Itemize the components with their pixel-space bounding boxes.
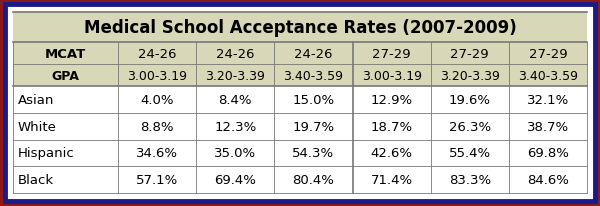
Bar (118, 166, 196, 193)
Text: 15.0%: 15.0% (292, 94, 334, 106)
Bar (509, 87, 587, 113)
Text: 19.7%: 19.7% (292, 120, 334, 133)
Text: 71.4%: 71.4% (371, 173, 413, 186)
Text: 80.4%: 80.4% (292, 173, 334, 186)
Bar (274, 43, 353, 65)
Bar (274, 65, 353, 87)
Bar (196, 65, 274, 87)
Text: 38.7%: 38.7% (527, 120, 569, 133)
Text: 54.3%: 54.3% (292, 147, 334, 160)
Text: 12.3%: 12.3% (214, 120, 256, 133)
Bar (431, 43, 509, 65)
Text: 42.6%: 42.6% (371, 147, 413, 160)
Text: 3.20-3.39: 3.20-3.39 (440, 69, 500, 82)
Bar (274, 140, 353, 166)
Bar (13, 13, 587, 43)
Bar (274, 166, 353, 193)
Bar (274, 87, 353, 113)
Text: 18.7%: 18.7% (371, 120, 413, 133)
Text: 3.00-3.19: 3.00-3.19 (127, 69, 187, 82)
Bar (509, 166, 587, 193)
Text: MCAT: MCAT (45, 47, 86, 60)
Text: 24-26: 24-26 (216, 47, 254, 60)
Text: GPA: GPA (52, 69, 79, 82)
Text: 26.3%: 26.3% (449, 120, 491, 133)
Bar (13, 113, 118, 140)
Text: Hispanic: Hispanic (18, 147, 75, 160)
Text: 27-29: 27-29 (372, 47, 411, 60)
Bar (118, 87, 196, 113)
Bar (196, 113, 274, 140)
Text: 34.6%: 34.6% (136, 147, 178, 160)
Text: 8.4%: 8.4% (218, 94, 252, 106)
Text: 69.4%: 69.4% (214, 173, 256, 186)
Text: 8.8%: 8.8% (140, 120, 174, 133)
Text: 55.4%: 55.4% (449, 147, 491, 160)
Text: 27-29: 27-29 (529, 47, 567, 60)
Bar (431, 65, 509, 87)
Bar (118, 43, 196, 65)
Bar (196, 140, 274, 166)
Text: 83.3%: 83.3% (449, 173, 491, 186)
Text: 4.0%: 4.0% (140, 94, 174, 106)
Bar (13, 87, 118, 113)
Text: 35.0%: 35.0% (214, 147, 256, 160)
Bar (13, 140, 118, 166)
Bar (353, 43, 431, 65)
Text: Black: Black (18, 173, 54, 186)
Bar (509, 43, 587, 65)
Bar (196, 166, 274, 193)
Bar (353, 113, 431, 140)
Bar (431, 113, 509, 140)
Text: White: White (18, 120, 57, 133)
Bar (196, 87, 274, 113)
Bar (13, 43, 118, 65)
Text: 84.6%: 84.6% (527, 173, 569, 186)
Text: 3.00-3.19: 3.00-3.19 (362, 69, 422, 82)
Bar (353, 87, 431, 113)
Text: 12.9%: 12.9% (371, 94, 413, 106)
Text: 24-26: 24-26 (294, 47, 332, 60)
Bar (431, 87, 509, 113)
Bar (353, 166, 431, 193)
Bar (118, 65, 196, 87)
Bar (431, 140, 509, 166)
Text: 3.40-3.59: 3.40-3.59 (283, 69, 343, 82)
Text: Asian: Asian (18, 94, 55, 106)
Text: 3.40-3.59: 3.40-3.59 (518, 69, 578, 82)
Bar (509, 65, 587, 87)
Bar (13, 166, 118, 193)
Bar (353, 140, 431, 166)
Text: 19.6%: 19.6% (449, 94, 491, 106)
Text: Medical School Acceptance Rates (2007-2009): Medical School Acceptance Rates (2007-20… (83, 19, 517, 37)
Text: 57.1%: 57.1% (136, 173, 178, 186)
Bar (196, 43, 274, 65)
Text: 24-26: 24-26 (138, 47, 176, 60)
Text: 27-29: 27-29 (451, 47, 489, 60)
Text: 3.20-3.39: 3.20-3.39 (205, 69, 265, 82)
Bar (274, 113, 353, 140)
Text: 69.8%: 69.8% (527, 147, 569, 160)
Bar (118, 140, 196, 166)
Bar (118, 113, 196, 140)
Bar (13, 65, 118, 87)
Bar (509, 140, 587, 166)
Text: 32.1%: 32.1% (527, 94, 569, 106)
Bar (509, 113, 587, 140)
Bar (353, 65, 431, 87)
Bar (431, 166, 509, 193)
